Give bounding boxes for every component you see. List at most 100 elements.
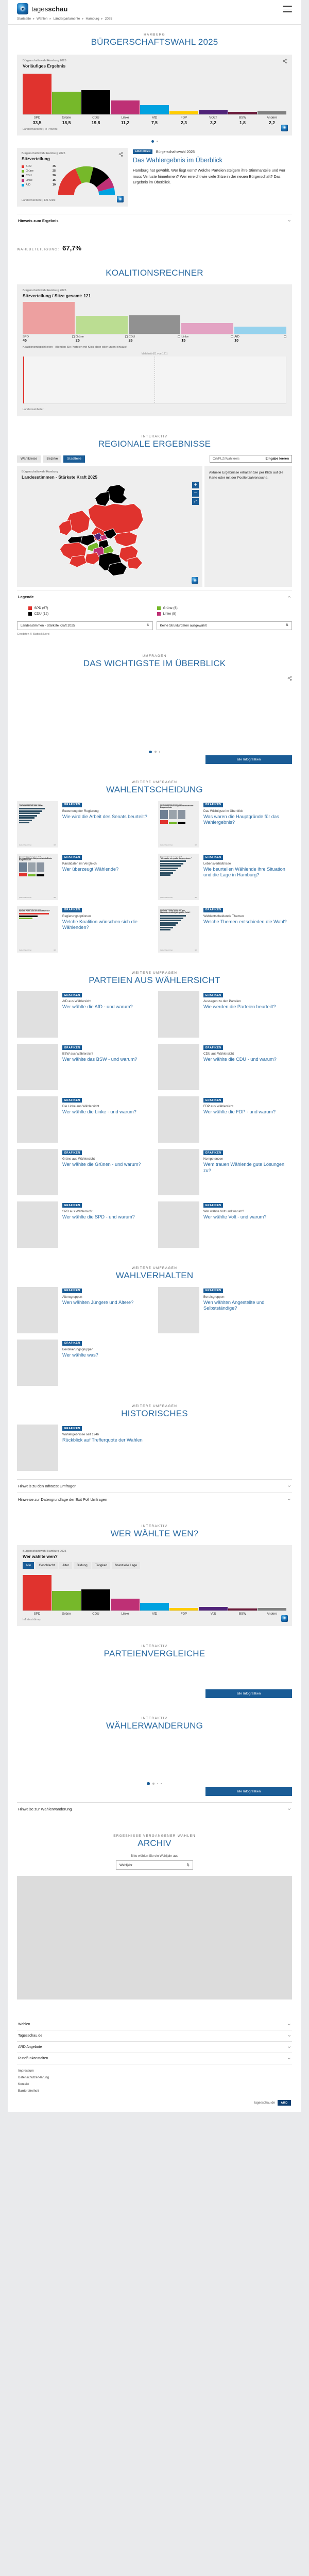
coalition-party-cell-linke[interactable]: Linke 15: [181, 333, 234, 343]
article-card[interactable]: GRAFIKEN SPD aus Wählersicht Wer wählte di…: [17, 1201, 151, 1248]
map-zoom-in-button[interactable]: +: [192, 482, 199, 489]
coalition-party-cell-grüne[interactable]: Grüne 25: [75, 333, 128, 343]
card-thumbnail[interactable]: Bürgerschaftswahl Hamburg 2025 Welches Th…: [158, 906, 199, 953]
coalition-party-checkbox[interactable]: [178, 335, 181, 338]
card-thumbnail[interactable]: [17, 1201, 58, 1248]
map-panel[interactable]: Bürgerschaftswahl Hamburg Landesstimmen …: [17, 466, 202, 587]
tab-bezirke[interactable]: Bezirke: [43, 455, 62, 463]
card-title[interactable]: Wer überzeugt Wählende?: [62, 866, 119, 872]
map-legend-accordion[interactable]: Legende: [17, 590, 292, 603]
footer-item-rundfunkanstalten[interactable]: Rundfunkanstalten: [17, 2053, 292, 2065]
card-title[interactable]: Wer wählte Volt - und warum?: [203, 1214, 267, 1220]
share-icon[interactable]: [118, 152, 123, 157]
card-thumbnail[interactable]: Bürgerschaftswahl Hamburg 2025 Zufriedenh…: [17, 801, 58, 848]
article-card[interactable]: GRAFIKEN Berufsgruppen Wen wählten Angeste…: [158, 1286, 292, 1333]
waehlerwanderung-note-accordion[interactable]: Hinweise zur Wählerwanderung: [17, 1802, 292, 1816]
card-title[interactable]: Wen wählten Angestellte und Selbstständi…: [203, 1299, 265, 1311]
coalition-bar-column-linke[interactable]: [181, 302, 234, 334]
plz-search-input[interactable]: Ort/PLZ/Wahlkreis: [213, 457, 239, 461]
who-voted-chip-bildung[interactable]: Bildung: [74, 1562, 91, 1569]
article-card[interactable]: Bürgerschaftswahl Hamburg 2025 Welche Par…: [17, 906, 151, 953]
card-thumbnail[interactable]: [158, 1149, 199, 1196]
article-card[interactable]: GRAFIKEN CDU aus Wählersicht Wer wählte di…: [158, 1044, 292, 1091]
card-title[interactable]: Wer wählte das BSW - und warum?: [62, 1057, 138, 1062]
plz-clear-button[interactable]: Eingabe leeren: [265, 457, 289, 461]
coalition-party-checkbox[interactable]: [125, 335, 128, 338]
coalition-bar-column-afd[interactable]: [234, 302, 286, 334]
archive-year-select[interactable]: Wahljahr ⇅: [116, 1860, 193, 1870]
card-title[interactable]: Was waren die Hauptgründe für das Wahler…: [203, 814, 279, 825]
overview-polls-carousel[interactable]: [17, 669, 292, 746]
result-note-accordion[interactable]: Hinweis zum Ergebnis: [17, 214, 292, 227]
tab-stadtteile[interactable]: Stadtteile: [63, 455, 85, 463]
who-voted-chip-alter[interactable]: Alter: [59, 1562, 73, 1569]
coalition-party-checkbox[interactable]: [283, 335, 286, 338]
card-title[interactable]: Wer wählte die Linke - und warum?: [62, 1109, 136, 1115]
who-voted-chip-alle[interactable]: Alle: [23, 1562, 35, 1569]
coalition-party-checkbox[interactable]: [72, 335, 75, 338]
footer-link-impressum[interactable]: Impressum: [18, 2069, 34, 2073]
tab-wahlkreise[interactable]: Wahlkreise: [17, 455, 41, 463]
card-thumbnail[interactable]: [158, 991, 199, 1038]
article-card[interactable]: GRAFIKEN FDP aus Wählersicht Wer wählte di…: [158, 1096, 292, 1143]
coalition-party-cell-afd[interactable]: AfD 10: [234, 333, 286, 343]
all-infographics-button[interactable]: alle Infografiken: [205, 755, 292, 765]
exitpoll-note-accordion[interactable]: Hinweise zur Datengrundlage der Exit Pol…: [17, 1493, 292, 1506]
share-icon[interactable]: [283, 58, 287, 63]
map-reset-button[interactable]: ⤢: [192, 498, 199, 505]
card-thumbnail[interactable]: Bürgerschaftswahl Hamburg 2025 Direktwahl…: [158, 801, 199, 848]
card-title[interactable]: Welche Koalition wünschen sich die Wähle…: [62, 919, 138, 930]
card-title[interactable]: Wem trauen Wählende gute Lösungen zu?: [203, 1162, 285, 1173]
carousel-dot-2[interactable]: [154, 751, 157, 753]
article-card[interactable]: Bürgerschaftswahl Hamburg 2025 Direktwahl…: [158, 801, 292, 848]
who-voted-chip-finanzielle-lage[interactable]: finanzielle Lage: [112, 1562, 141, 1569]
card-title[interactable]: Wer wählte die CDU - und warum?: [203, 1057, 277, 1062]
card-thumbnail[interactable]: [158, 1096, 199, 1143]
article-card[interactable]: GRAFIKEN Aussagen zu den Parteien Wie werd…: [158, 991, 292, 1038]
card-title[interactable]: Wer wählte die Grünen - und warum?: [62, 1162, 141, 1167]
card-thumbnail[interactable]: Bürgerschaftswahl Hamburg 2025 Welche Par…: [17, 906, 58, 953]
infratest-note-accordion[interactable]: Hinweis zu den Infratest Umfragen: [17, 1479, 292, 1493]
who-voted-chip-geschlecht[interactable]: Geschlecht: [36, 1562, 58, 1569]
breadcrumb-item-2[interactable]: Länderparlamente: [53, 17, 80, 21]
article-card[interactable]: GRAFIKEN Die Linke aus Wählersicht Wer wäh…: [17, 1096, 151, 1143]
footer-item-ard-angebote[interactable]: ARD Angebote: [17, 2042, 292, 2054]
coalition-bar-column-cdu[interactable]: [128, 302, 181, 334]
carousel-dot-3[interactable]: [157, 1783, 159, 1785]
coalition-party-checkbox[interactable]: [231, 335, 234, 338]
map-zoom-out-button[interactable]: −: [192, 490, 199, 497]
article-card[interactable]: Bürgerschaftswahl Hamburg 2025 Direktwahl…: [17, 853, 151, 900]
card-title[interactable]: Wer wählte die AfD - und warum?: [62, 1004, 133, 1010]
card-title[interactable]: Wie beurteilen Wählende ihre Situation u…: [203, 866, 285, 878]
who-voted-chip-tätigkeit[interactable]: Tätigkeit: [92, 1562, 111, 1569]
card-thumbnail[interactable]: [158, 1201, 199, 1248]
article-card[interactable]: Bürgerschaftswahl Hamburg 2025 Welches Th…: [158, 906, 292, 953]
coalition-bar-column-grüne[interactable]: [75, 302, 128, 334]
map-structure-select[interactable]: Keine Strukturdaten ausgewählt ⇅: [156, 621, 292, 631]
article-card[interactable]: GRAFIKEN Altersgruppen Wen wählten Jüngere…: [17, 1286, 151, 1333]
card-thumbnail[interactable]: [17, 1339, 58, 1386]
card-thumbnail[interactable]: [17, 1286, 58, 1333]
card-thumbnail[interactable]: [158, 1286, 199, 1333]
carousel-dot-1[interactable]: [149, 750, 152, 754]
article-card[interactable]: GRAFIKEN Bevölkerungsgruppen Wer wählte wa…: [17, 1339, 151, 1386]
card-title[interactable]: Rückblick auf Trefferquote der Wahlen: [62, 1437, 143, 1443]
carousel-dot-2[interactable]: [152, 1782, 154, 1785]
article-card[interactable]: GRAFIKEN Wahlergebnisse seit 1946 Rückblic…: [17, 1425, 151, 1471]
coalition-bar-column-spd[interactable]: [23, 301, 75, 334]
footer-item-tagesschau-de[interactable]: Tagesschau.de: [17, 2030, 292, 2042]
coalition-party-cell-spd[interactable]: SPD 45: [23, 333, 75, 343]
plz-search-box[interactable]: Ort/PLZ/Wahlkreis Eingabe leeren: [210, 455, 292, 463]
site-logo[interactable]: tagesschau: [17, 3, 67, 14]
card-title[interactable]: Wer wählte die SPD - und warum?: [62, 1214, 135, 1220]
footer-link-barrierefreiheit[interactable]: Barrierefreiheit: [18, 2089, 39, 2093]
article-card[interactable]: GRAFIKEN BSW aus Wählersicht Wer wählte da…: [17, 1044, 151, 1091]
card-title[interactable]: Wer wählte was?: [62, 1352, 98, 1358]
footer-item-wahlen[interactable]: Wahlen: [17, 2019, 292, 2031]
overview-teaser[interactable]: GRAFIKEN Bürgerschaftswahl 2025 Das Wahl…: [133, 148, 292, 207]
card-thumbnail[interactable]: [158, 1044, 199, 1091]
carousel-dot-1[interactable]: [151, 140, 154, 143]
share-icon[interactable]: [287, 675, 292, 681]
article-card[interactable]: GRAFIKEN AfD aus Wählersicht Wer wählte di…: [17, 991, 151, 1038]
card-thumbnail[interactable]: Bürgerschaftswahl Hamburg 2025 Direktwahl…: [17, 853, 58, 900]
